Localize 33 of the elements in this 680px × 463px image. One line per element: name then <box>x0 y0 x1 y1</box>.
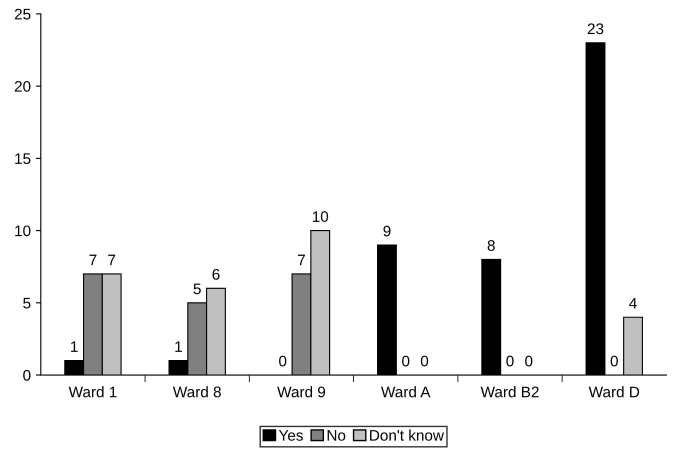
data-label: 5 <box>194 284 201 294</box>
data-label: 0 <box>402 356 410 366</box>
y-tick-label: 15 <box>15 153 30 164</box>
data-label: 4 <box>629 298 637 309</box>
x-tick-label: Ward B2 <box>480 386 539 398</box>
data-label: 9 <box>383 226 390 236</box>
y-tick-label: 0 <box>23 370 30 381</box>
data-label: 23 <box>588 23 604 34</box>
y-tick-label: 25 <box>14 8 30 20</box>
data-label: 0 <box>610 356 618 366</box>
x-tick-label: Ward 8 <box>172 386 221 398</box>
data-label: 10 <box>312 211 328 222</box>
data-label: 1 <box>71 341 78 352</box>
data-label: 0 <box>506 356 514 366</box>
y-tick-label: 10 <box>15 225 30 236</box>
data-label: 0 <box>279 356 286 366</box>
data-label: 0 <box>525 356 532 366</box>
x-tick-label: Ward 1 <box>68 386 117 398</box>
data-label: 1 <box>175 341 182 352</box>
data-label: 0 <box>420 356 428 366</box>
y-tick-label: 5 <box>23 298 30 308</box>
legend-label: Don't know <box>370 430 444 441</box>
data-label: 6 <box>212 268 220 280</box>
data-label: 7 <box>108 254 116 266</box>
legend-label: Yes <box>278 430 303 441</box>
data-label: 7 <box>89 254 96 266</box>
legend-label: No <box>328 430 346 441</box>
x-tick-label: Ward A <box>381 386 430 398</box>
data-label: 7 <box>298 254 305 266</box>
x-tick-label: Ward D <box>588 386 640 398</box>
data-label: 8 <box>488 240 495 251</box>
x-tick-label: Ward 9 <box>277 386 326 398</box>
y-tick-label: 20 <box>14 80 30 92</box>
